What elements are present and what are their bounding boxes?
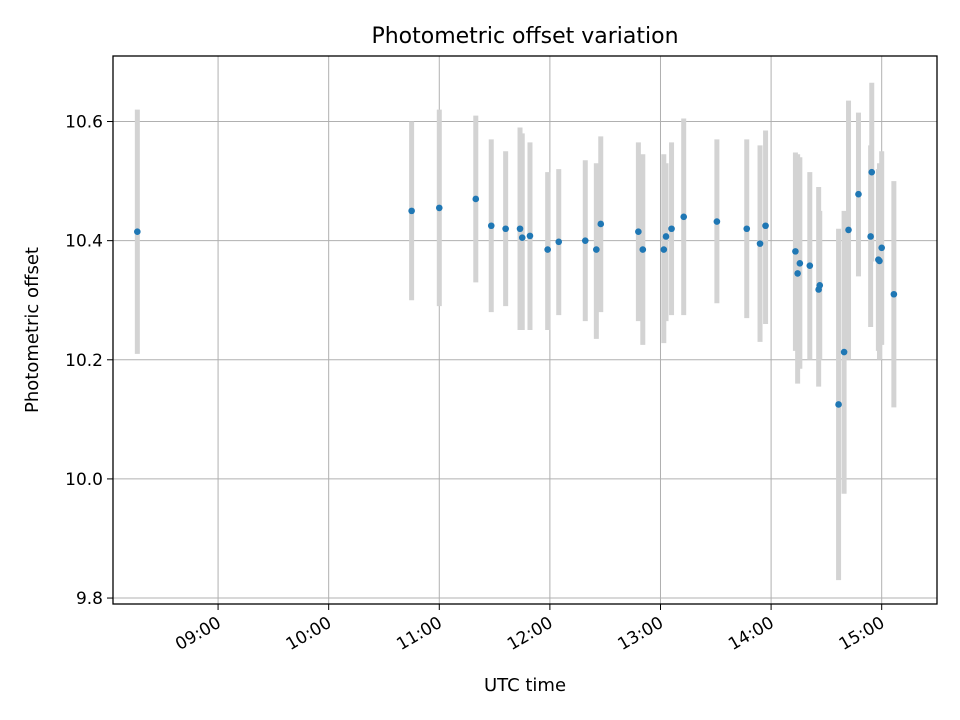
data-point: [806, 262, 814, 269]
data-point: [756, 240, 764, 247]
data-point: [639, 246, 647, 253]
y-axis-label: Photometric offset: [22, 247, 43, 413]
chart-title: Photometric offset variation: [371, 24, 678, 49]
data-point: [408, 207, 415, 215]
data-point: [867, 233, 874, 240]
y-tick-label: 9.8: [76, 589, 103, 609]
y-tick-label: 10.0: [65, 470, 103, 490]
data-point: [835, 401, 842, 408]
data-point: [502, 225, 509, 233]
data-point: [680, 213, 688, 221]
data-point: [526, 232, 534, 240]
data-point: [518, 234, 526, 241]
data-point: [794, 270, 801, 277]
data-point: [134, 228, 141, 236]
data-point: [878, 244, 885, 252]
data-point: [762, 222, 769, 230]
y-tick-label: 10.6: [65, 113, 103, 133]
data-point: [487, 222, 495, 230]
x-axis-label: UTC time: [484, 675, 566, 696]
data-point: [796, 259, 804, 267]
data-point: [743, 225, 751, 233]
data-point: [840, 348, 848, 356]
data-point: [472, 195, 480, 203]
data-point: [660, 246, 668, 253]
data-point: [581, 237, 589, 244]
data-point: [544, 246, 551, 253]
plot-frame: [112, 55, 938, 605]
data-point: [516, 225, 524, 233]
y-tick-label: 10.4: [65, 232, 103, 252]
data-points: [134, 168, 898, 408]
data-point: [435, 204, 443, 212]
data-point: [792, 248, 799, 255]
data-point: [597, 220, 605, 228]
data-point: [816, 282, 824, 289]
data-point: [855, 190, 862, 198]
data-point: [876, 257, 883, 265]
data-point: [890, 290, 898, 298]
data-point: [555, 238, 563, 246]
data-point: [662, 233, 670, 240]
data-point: [668, 225, 675, 233]
data-point: [635, 228, 642, 236]
data-point: [593, 246, 600, 253]
y-tick-label: 10.2: [65, 351, 103, 371]
data-point: [713, 218, 721, 225]
data-point: [868, 168, 876, 176]
data-point: [845, 226, 852, 234]
